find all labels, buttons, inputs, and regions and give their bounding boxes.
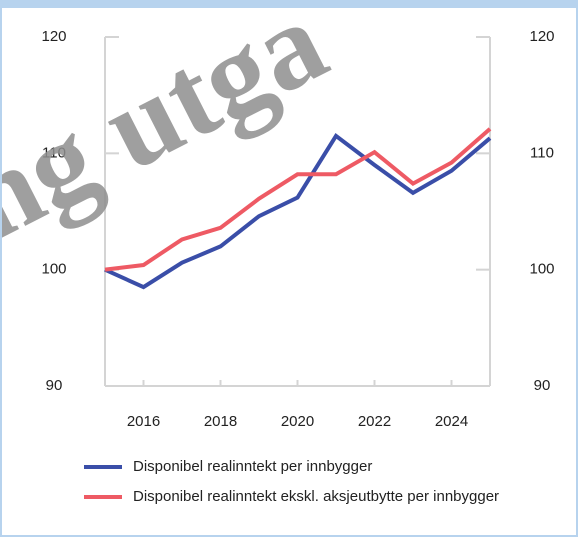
- series-line: [104, 132, 492, 290]
- x-tick-label: 2024: [435, 413, 468, 430]
- x-tick-label: 2022: [358, 413, 391, 430]
- watermark: ing utga: [2, 8, 346, 282]
- y-tick-label-right: 120: [529, 28, 554, 45]
- series-line: [104, 127, 492, 272]
- y-tick-label: 110: [42, 144, 66, 161]
- x-tick-label: 2018: [204, 413, 237, 430]
- x-tick-label: 2020: [281, 413, 314, 430]
- legend-label: Disponibel realinntekt per innbygger: [133, 458, 373, 475]
- y-tick-label: 90: [46, 377, 63, 394]
- chart: 90 90 100 100 110 110 120 120 2016 2018 2020 2022 20…: [2, 8, 555, 499]
- y-tick-label-right: 100: [529, 261, 554, 278]
- x-tick-label: 2016: [127, 413, 160, 430]
- legend-label: Disponibel realinntekt ekskl. aksjeutbyt…: [133, 488, 500, 505]
- y-tick-label: 100: [41, 261, 66, 278]
- y-tick-label: 120: [41, 28, 66, 45]
- y-tick-label-right: 110: [530, 144, 554, 161]
- y-tick-label-right: 90: [534, 377, 551, 394]
